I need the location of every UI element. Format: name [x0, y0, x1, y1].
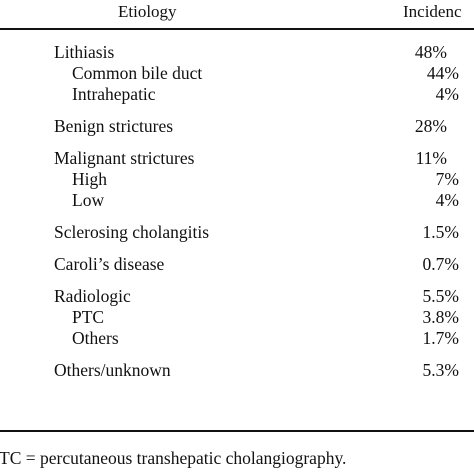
- table-row: Common bile duct 44%: [0, 63, 474, 84]
- group-radiologic: Radiologic 5.5% PTC 3.8% Others 1.7%: [0, 286, 474, 349]
- row-label: Others: [72, 328, 119, 348]
- row-value: 5.3%: [422, 360, 459, 380]
- row-label: Common bile duct: [72, 63, 203, 83]
- table-row: Others/unknown 5.3%: [0, 360, 474, 381]
- row-label: Radiologic: [54, 286, 131, 306]
- table-row: Lithiasis 48%: [0, 42, 474, 63]
- row-value: 11%: [415, 148, 447, 168]
- etiology-column-header: Etiology: [118, 2, 177, 21]
- table-row: Others 1.7%: [0, 328, 474, 349]
- table-bottom-rule: [0, 430, 474, 432]
- row-label: Sclerosing cholangitis: [54, 222, 210, 242]
- group-malignant-strictures: Malignant strictures 11% High 7% Low 4%: [0, 148, 474, 211]
- row-value: 3.8%: [422, 307, 459, 327]
- group-others-unknown: Others/unknown 5.3%: [0, 360, 474, 381]
- table-row: Radiologic 5.5%: [0, 286, 474, 307]
- group-benign-strictures: Benign strictures 28%: [0, 116, 474, 137]
- row-value: 4%: [435, 84, 459, 104]
- table-row: Low 4%: [0, 190, 474, 211]
- row-label: Lithiasis: [54, 42, 115, 62]
- row-label: PTC: [72, 307, 105, 327]
- row-value: 1.5%: [422, 222, 459, 242]
- group-sclerosing-cholangitis: Sclerosing cholangitis 1.5%: [0, 222, 474, 243]
- group-lithiasis: Lithiasis 48% Common bile duct 44% Intra…: [0, 42, 474, 105]
- row-value: 0.7%: [422, 254, 459, 274]
- table-footnote: TC = percutaneous transhepatic cholangio…: [0, 448, 347, 468]
- row-label: Malignant strictures: [54, 148, 195, 168]
- row-label: Others/unknown: [54, 360, 171, 380]
- incidence-column-header: Incidenc: [403, 2, 462, 21]
- table-row: Intrahepatic 4%: [0, 84, 474, 105]
- row-label: Low: [72, 190, 105, 210]
- header-rule: [0, 28, 474, 30]
- row-label: High: [72, 169, 107, 189]
- table-row: Malignant strictures 11%: [0, 148, 474, 169]
- table-row: Benign strictures 28%: [0, 116, 474, 137]
- row-value: 28%: [414, 116, 447, 136]
- etiology-table-body: Lithiasis 48% Common bile duct 44% Intra…: [0, 42, 474, 392]
- row-value: 44%: [426, 63, 459, 83]
- row-label: Intrahepatic: [72, 84, 156, 104]
- group-carolis-disease: Caroli’s disease 0.7%: [0, 254, 474, 275]
- row-value: 48%: [414, 42, 447, 62]
- table-row: High 7%: [0, 169, 474, 190]
- row-value: 7%: [435, 169, 459, 189]
- row-value: 1.7%: [422, 328, 459, 348]
- table-row: PTC 3.8%: [0, 307, 474, 328]
- row-value: 4%: [435, 190, 459, 210]
- table-row: Caroli’s disease 0.7%: [0, 254, 474, 275]
- row-value: 5.5%: [422, 286, 459, 306]
- table-row: Sclerosing cholangitis 1.5%: [0, 222, 474, 243]
- row-label: Caroli’s disease: [54, 254, 165, 274]
- row-label: Benign strictures: [54, 116, 174, 136]
